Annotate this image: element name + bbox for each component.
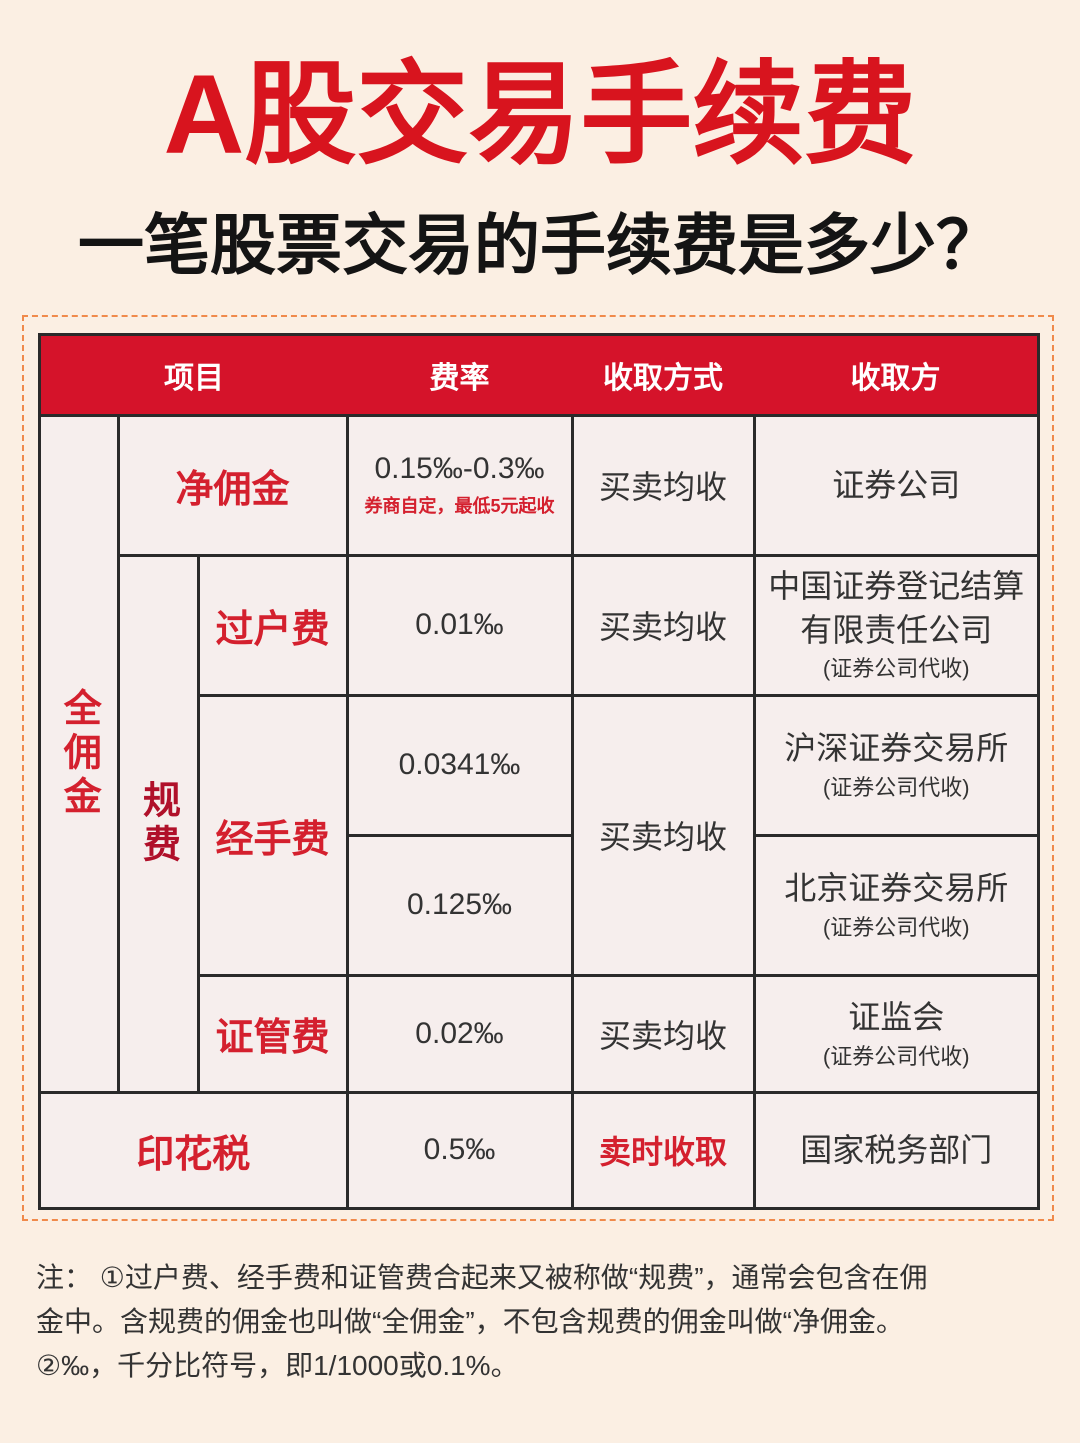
group-label: 全佣金 <box>57 687 100 820</box>
column-header: 收取方式 <box>603 361 723 395</box>
table-cell: 0.15‰-0.3‰ 券商自定，最低5元起收 <box>348 416 571 554</box>
title: A股交易手续费 <box>163 52 917 177</box>
table-cell: 收取方式 <box>572 336 754 414</box>
collector: 国家税务部门 <box>800 1132 993 1169</box>
table-cell: 买卖均收 <box>573 696 753 974</box>
table-cell: 净佣金 <box>119 416 346 554</box>
column-header: 费率 <box>429 361 490 395</box>
collection-method: 卖时收取 <box>598 1134 727 1171</box>
fee-rate: 0.15‰-0.3‰ <box>374 452 545 485</box>
rate-note: 券商自定，最低5元起收 <box>364 496 555 516</box>
column-header: 收取方 <box>850 361 941 395</box>
group-label: 规费 <box>136 779 179 868</box>
collector-note: (证券公司代收) <box>822 775 970 800</box>
collection-method: 买卖均收 <box>598 1017 727 1054</box>
collector: 证券公司 <box>832 467 961 503</box>
table-cell: 0.125‰ <box>348 836 571 974</box>
fee-item: 经手费 <box>215 818 330 861</box>
collector-note: (证券公司代收) <box>822 1043 970 1069</box>
collection-method: 买卖均收 <box>598 819 727 855</box>
table-cell: 规费 <box>119 556 197 1091</box>
table-cell: 证监会 (证券公司代收) <box>755 976 1037 1091</box>
fee-item: 净佣金 <box>175 468 290 511</box>
table-cell: 全佣金 <box>41 416 117 1091</box>
table-cell: 0.01‰ <box>348 556 571 694</box>
note-line: 金中。含规费的佣金也叫做“全佣金”，不包含规费的佣金叫做“净佣金。 <box>36 1306 904 1337</box>
fee-rate: 0.125‰ <box>406 888 513 921</box>
table-cell: 费率 <box>347 336 572 414</box>
collector: 中国证券登记结算 <box>768 568 1025 604</box>
table-cell: 卖时收取 <box>573 1093 753 1207</box>
collector-note: (证券公司代收) <box>822 656 970 681</box>
collector: 北京证券交易所 <box>784 870 1009 906</box>
table-cell: 沪深证券交易所 (证券公司代收) <box>755 696 1037 834</box>
table-cell: 买卖均收 <box>573 556 753 694</box>
table-cell: 项目 <box>41 336 347 414</box>
table-cell: 收取方 <box>754 336 1037 414</box>
table-cell: 0.02‰ <box>348 976 571 1091</box>
note-line: 注： ①过户费、经手费和证管费合起来又被称做“规费”，通常会包含在佣 <box>36 1262 928 1293</box>
fee-rate: 0.0341‰ <box>398 748 521 781</box>
table-cell: 经手费 <box>199 696 346 974</box>
table-cell: 证管费 <box>199 976 346 1091</box>
notes: 注： ①过户费、经手费和证管费合起来又被称做“规费”，通常会包含在佣 金中。含规… <box>36 1256 928 1388</box>
fee-table: 项目 费率 收取方式 收取方全佣金 规费 净佣金 0.15‰-0.3‰ 券商自定，最低5元起收… <box>38 333 1040 1210</box>
subtitle: 一笔股票交易的手续费是多少？ <box>78 208 1002 282</box>
fee-item: 过户费 <box>215 608 330 651</box>
fee-rate: 0.01‰ <box>415 608 504 641</box>
fee-item: 证管费 <box>215 1017 330 1059</box>
collector: 有限责任公司 <box>800 612 993 648</box>
collector-note: (证券公司代收) <box>822 915 970 940</box>
collection-method: 买卖均收 <box>598 609 727 645</box>
collection-method: 买卖均收 <box>598 469 727 505</box>
fee-item: 印花税 <box>136 1133 251 1176</box>
table-cell: 0.0341‰ <box>348 696 571 834</box>
table-cell: 北京证券交易所 (证券公司代收) <box>755 836 1037 974</box>
table-cell: 过户费 <box>199 556 346 694</box>
table-cell: 印花税 <box>41 1093 346 1207</box>
column-header: 项目 <box>164 361 224 395</box>
table-cell: 0.5‰ <box>348 1093 571 1207</box>
table-cell: 中国证券登记结算 有限责任公司 (证券公司代收) <box>755 556 1037 694</box>
collector: 证监会 <box>848 998 945 1035</box>
table-cell: 国家税务部门 <box>755 1093 1037 1207</box>
table-cell: 证券公司 <box>755 416 1037 554</box>
note-line: ②‰，千分比符号，即1/1000或0.1%。 <box>36 1350 519 1381</box>
table-cell: 买卖均收 <box>573 416 753 554</box>
fee-rate: 0.5‰ <box>423 1133 496 1167</box>
table-cell: 买卖均收 <box>573 976 753 1091</box>
fee-rate: 0.02‰ <box>415 1016 504 1050</box>
dashed-frame <box>22 315 1054 1221</box>
collector: 沪深证券交易所 <box>784 730 1009 766</box>
